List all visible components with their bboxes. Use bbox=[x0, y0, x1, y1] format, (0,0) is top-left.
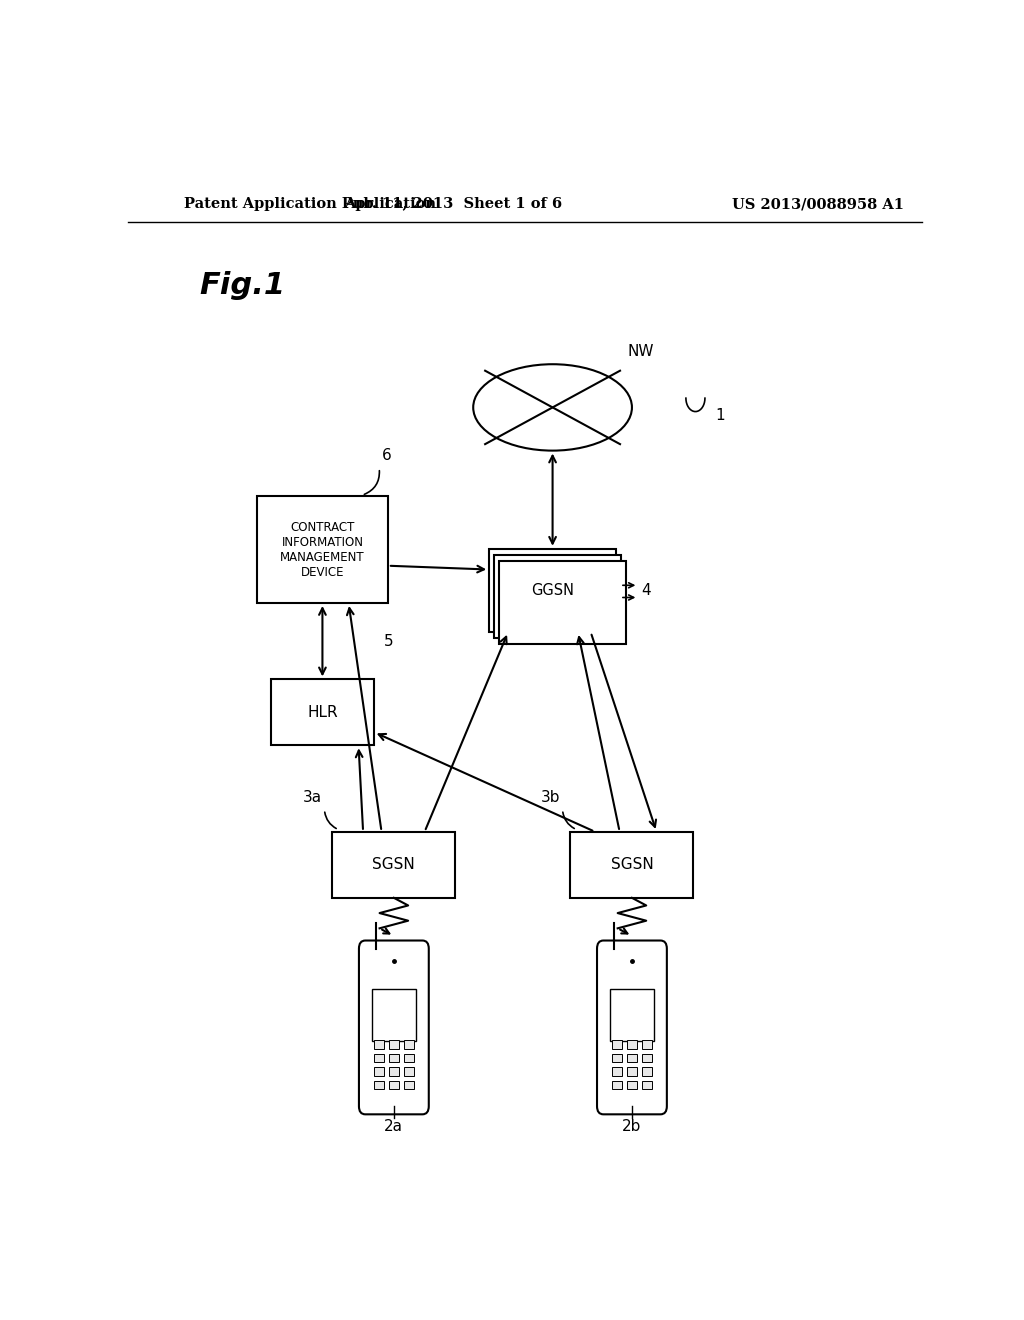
FancyBboxPatch shape bbox=[359, 941, 429, 1114]
FancyBboxPatch shape bbox=[627, 1040, 637, 1049]
FancyBboxPatch shape bbox=[609, 989, 654, 1040]
Text: NW: NW bbox=[628, 345, 654, 359]
FancyBboxPatch shape bbox=[627, 1081, 637, 1089]
FancyBboxPatch shape bbox=[499, 561, 626, 644]
FancyBboxPatch shape bbox=[389, 1040, 399, 1049]
FancyBboxPatch shape bbox=[403, 1040, 414, 1049]
Text: 5: 5 bbox=[384, 634, 393, 648]
Text: CONTRACT
INFORMATION
MANAGEMENT
DEVICE: CONTRACT INFORMATION MANAGEMENT DEVICE bbox=[281, 520, 365, 578]
FancyBboxPatch shape bbox=[627, 1053, 637, 1063]
Text: 1: 1 bbox=[715, 408, 725, 422]
Text: HLR: HLR bbox=[307, 705, 338, 719]
Text: SGSN: SGSN bbox=[373, 857, 415, 873]
Text: 2b: 2b bbox=[623, 1119, 642, 1134]
FancyBboxPatch shape bbox=[389, 1053, 399, 1063]
FancyBboxPatch shape bbox=[570, 832, 693, 898]
FancyBboxPatch shape bbox=[642, 1081, 652, 1089]
FancyBboxPatch shape bbox=[403, 1053, 414, 1063]
Text: SGSN: SGSN bbox=[610, 857, 653, 873]
FancyBboxPatch shape bbox=[270, 680, 374, 746]
FancyBboxPatch shape bbox=[489, 549, 616, 632]
Text: 4: 4 bbox=[641, 583, 651, 598]
FancyBboxPatch shape bbox=[374, 1040, 384, 1049]
FancyBboxPatch shape bbox=[597, 941, 667, 1114]
FancyBboxPatch shape bbox=[389, 1067, 399, 1076]
FancyBboxPatch shape bbox=[612, 1081, 623, 1089]
FancyBboxPatch shape bbox=[612, 1067, 623, 1076]
Text: Patent Application Publication: Patent Application Publication bbox=[183, 197, 435, 211]
Text: GGSN: GGSN bbox=[531, 583, 574, 598]
Text: 3b: 3b bbox=[541, 791, 560, 805]
FancyBboxPatch shape bbox=[642, 1040, 652, 1049]
FancyBboxPatch shape bbox=[642, 1053, 652, 1063]
FancyBboxPatch shape bbox=[374, 1067, 384, 1076]
FancyBboxPatch shape bbox=[374, 1053, 384, 1063]
Text: 2a: 2a bbox=[384, 1119, 403, 1134]
Text: 3a: 3a bbox=[303, 791, 322, 805]
FancyBboxPatch shape bbox=[257, 496, 388, 603]
FancyBboxPatch shape bbox=[612, 1053, 623, 1063]
FancyBboxPatch shape bbox=[642, 1067, 652, 1076]
Text: Fig.1: Fig.1 bbox=[200, 271, 286, 300]
FancyBboxPatch shape bbox=[372, 989, 416, 1040]
Text: Apr. 11, 2013  Sheet 1 of 6: Apr. 11, 2013 Sheet 1 of 6 bbox=[344, 197, 562, 211]
FancyBboxPatch shape bbox=[333, 832, 456, 898]
FancyBboxPatch shape bbox=[389, 1081, 399, 1089]
FancyBboxPatch shape bbox=[494, 554, 621, 638]
FancyBboxPatch shape bbox=[612, 1040, 623, 1049]
Text: US 2013/0088958 A1: US 2013/0088958 A1 bbox=[732, 197, 904, 211]
FancyBboxPatch shape bbox=[374, 1081, 384, 1089]
FancyBboxPatch shape bbox=[403, 1081, 414, 1089]
FancyBboxPatch shape bbox=[627, 1067, 637, 1076]
FancyBboxPatch shape bbox=[403, 1067, 414, 1076]
Text: 6: 6 bbox=[382, 447, 392, 463]
